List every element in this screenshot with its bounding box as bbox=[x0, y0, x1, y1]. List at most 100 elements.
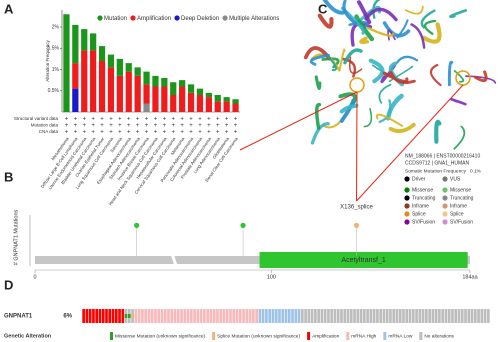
sample-column bbox=[212, 309, 216, 323]
ribbon bbox=[309, 53, 330, 66]
row-label: CNA data bbox=[39, 129, 59, 134]
sample-column bbox=[392, 309, 396, 323]
connector bbox=[356, 84, 464, 202]
protein-backbone bbox=[35, 256, 470, 264]
legend-label: mRNA High bbox=[351, 333, 376, 339]
sample-column bbox=[483, 309, 487, 323]
bar-segment bbox=[72, 88, 79, 112]
sample-column bbox=[121, 309, 125, 323]
legend-marker bbox=[404, 187, 410, 193]
sample-column bbox=[144, 309, 147, 323]
sample-column bbox=[366, 309, 369, 323]
sample-column bbox=[441, 309, 445, 323]
row-mark: + bbox=[171, 123, 175, 129]
sample-column bbox=[405, 309, 409, 323]
y-tick-label: 1.5% bbox=[48, 46, 60, 52]
legend-label: No alterations bbox=[424, 333, 454, 339]
row-mark: + bbox=[74, 117, 78, 123]
legend-label: Deep Deletion bbox=[181, 16, 219, 22]
sample-column bbox=[281, 309, 285, 323]
bar-segment bbox=[152, 86, 159, 112]
ribbon bbox=[447, 60, 454, 87]
bar-segment bbox=[196, 95, 204, 112]
transcript-id: NM_188066 | ENST00000216410 bbox=[405, 153, 480, 159]
ribbon bbox=[410, 23, 426, 49]
sample-column bbox=[330, 309, 334, 323]
protein-structure bbox=[303, 0, 497, 150]
sample-column bbox=[261, 309, 265, 323]
legend-marker bbox=[404, 211, 410, 217]
bar-segment bbox=[187, 84, 195, 93]
sample-column bbox=[402, 309, 405, 323]
bar-segment bbox=[187, 92, 195, 112]
legend-swatch bbox=[212, 332, 216, 340]
sample-column bbox=[95, 309, 99, 323]
lollipop-head bbox=[240, 222, 246, 228]
sample-column bbox=[343, 309, 347, 323]
sample-column bbox=[114, 309, 118, 323]
legend-label: Splice bbox=[450, 211, 464, 217]
sample-column bbox=[304, 309, 307, 323]
row-mark: + bbox=[180, 117, 184, 123]
bar-segment bbox=[134, 75, 141, 112]
legend-label: Mutation bbox=[104, 16, 127, 22]
bar-segment bbox=[125, 63, 132, 72]
legend-marker bbox=[442, 187, 448, 193]
ribbon bbox=[317, 13, 334, 29]
sample-column bbox=[307, 309, 311, 323]
sample-column bbox=[235, 309, 239, 323]
sample-column bbox=[467, 309, 471, 323]
ribbon bbox=[473, 70, 488, 83]
row-mark: + bbox=[82, 117, 86, 123]
row-mark: + bbox=[82, 130, 86, 136]
sample-column bbox=[300, 309, 304, 323]
lollipop-head bbox=[134, 222, 140, 228]
row-mark: + bbox=[198, 117, 202, 123]
sample-column bbox=[137, 309, 141, 323]
legend-label: Inframe bbox=[450, 203, 467, 209]
sample-column bbox=[238, 309, 242, 323]
legend-label: Amplification bbox=[312, 333, 340, 339]
bar-segment bbox=[116, 75, 123, 112]
legend-label: Splice Mutation (unknown significance) bbox=[217, 333, 300, 339]
sample-column bbox=[317, 309, 320, 323]
legend-label: Missense bbox=[450, 187, 471, 193]
sample-column bbox=[353, 309, 356, 323]
row-mark: + bbox=[171, 117, 175, 123]
sample-column bbox=[470, 309, 474, 323]
sample-column bbox=[167, 309, 170, 323]
bar-segment bbox=[125, 71, 132, 112]
ribbon bbox=[315, 102, 322, 130]
sample-column bbox=[376, 309, 379, 323]
sample-column bbox=[356, 309, 360, 323]
sample-column bbox=[294, 309, 298, 323]
sample-column bbox=[203, 309, 206, 323]
legend-marker bbox=[442, 203, 448, 209]
sample-column bbox=[199, 309, 203, 323]
row-mark: + bbox=[163, 117, 167, 123]
bar-segment bbox=[223, 101, 230, 112]
sample-column bbox=[85, 309, 89, 323]
bar-segment bbox=[98, 61, 106, 112]
row-mark: + bbox=[154, 123, 158, 129]
legend-label: Driver bbox=[412, 176, 426, 182]
sample-column bbox=[105, 309, 108, 323]
y-axis-label: Alteration Frequency bbox=[45, 39, 50, 81]
sample-column bbox=[323, 309, 327, 323]
frequency-value: 0.1% bbox=[470, 168, 482, 174]
sample-column bbox=[225, 309, 229, 323]
ribbon bbox=[434, 119, 442, 144]
sample-column bbox=[454, 309, 458, 323]
sample-column bbox=[346, 309, 350, 323]
legend-swatch bbox=[110, 332, 113, 340]
axis-break bbox=[170, 253, 178, 267]
legend-marker bbox=[404, 195, 410, 201]
sample-column bbox=[451, 309, 454, 323]
sample-column bbox=[291, 309, 294, 323]
ribbon bbox=[375, 113, 404, 127]
legend-label: SV/Fusion bbox=[412, 219, 435, 225]
row-mark: + bbox=[91, 117, 95, 123]
bar-segment bbox=[134, 67, 141, 76]
row-mark: + bbox=[118, 117, 122, 123]
sample-column bbox=[255, 309, 258, 323]
